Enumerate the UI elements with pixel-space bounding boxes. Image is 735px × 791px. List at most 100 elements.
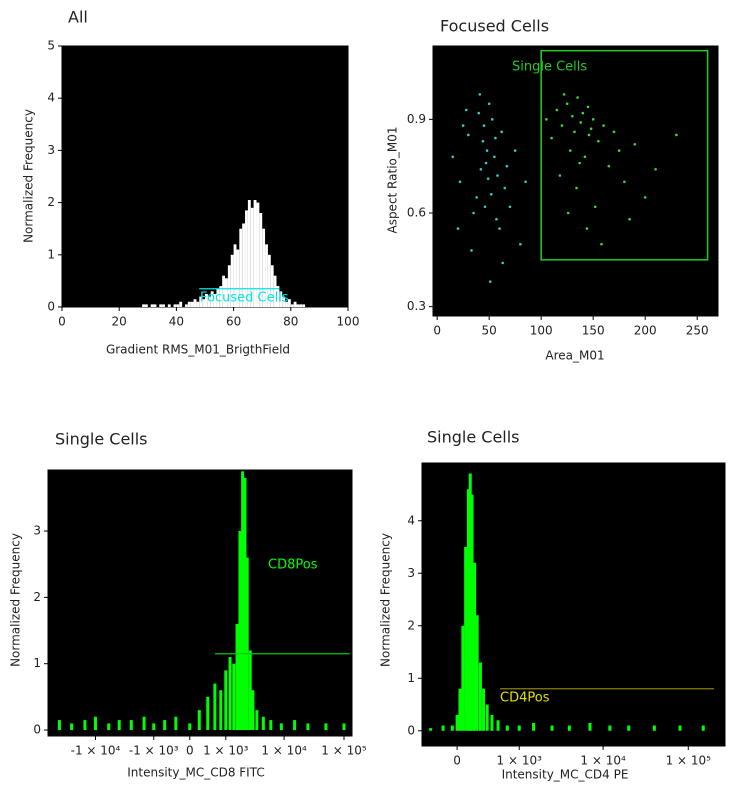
event-dot <box>484 161 488 165</box>
event-dot <box>524 180 527 184</box>
event-dot <box>472 211 475 215</box>
y-tick-label: 2 <box>33 590 41 604</box>
histogram-bar <box>279 291 283 307</box>
x-tick-label: 1 × 10⁵ <box>321 744 367 758</box>
histogram-bar <box>588 722 592 731</box>
histogram-bar <box>238 531 242 731</box>
event-dot <box>500 130 503 134</box>
event-dot <box>495 217 498 221</box>
event-dot <box>562 93 566 96</box>
histogram-bar <box>202 299 205 307</box>
x-tick-label: 1 × 10⁴ <box>261 744 307 758</box>
y-axis-label: Normalized Frequency <box>9 533 23 667</box>
event-dot <box>607 164 611 168</box>
histogram-bar <box>285 301 288 307</box>
event-dot <box>485 149 489 152</box>
x-tick-label: 150 <box>582 324 605 338</box>
x-tick-label: 200 <box>634 324 657 338</box>
histogram-bar <box>251 690 255 731</box>
x-tick-label: 100 <box>337 315 360 329</box>
event-dot <box>571 114 574 118</box>
histogram-bar <box>256 202 260 307</box>
histogram-bar <box>496 720 500 731</box>
histogram-bar <box>230 254 234 307</box>
event-dot <box>612 130 616 134</box>
event-dot <box>617 149 621 152</box>
histogram-bar <box>173 304 177 307</box>
event-dot <box>623 180 626 184</box>
event-dot <box>481 139 485 143</box>
gate-label: Focused Cells <box>200 291 289 306</box>
x-axis-label: Intensity_MC_CD4 PE <box>502 768 629 782</box>
y-tick-label: 0 <box>33 723 41 737</box>
histogram-bar <box>299 304 303 307</box>
histogram-bar <box>267 254 271 307</box>
histogram-bar <box>261 716 265 731</box>
y-tick-label: 3 <box>33 524 41 538</box>
histogram-bar <box>517 725 521 731</box>
y-tick-label: 2 <box>407 618 415 632</box>
histogram-bar <box>153 304 157 307</box>
chart-title: Focused Cells <box>440 17 549 36</box>
plot-area <box>47 469 353 737</box>
histogram-bar <box>93 716 97 731</box>
event-dot <box>519 242 522 246</box>
histogram-bar <box>259 213 263 307</box>
x-tick-label: 250 <box>686 324 709 338</box>
histogram-bar <box>250 207 254 307</box>
x-tick-label: 40 <box>169 315 184 329</box>
histogram-bar <box>163 720 167 731</box>
histogram-bar <box>441 725 445 731</box>
histogram-bar <box>245 557 249 731</box>
histogram-bar <box>224 670 228 731</box>
histogram-bar <box>458 688 462 731</box>
y-axis-label: Normalized Frequency <box>379 533 393 667</box>
histogram-bar <box>247 199 251 307</box>
event-dot <box>628 217 631 221</box>
event-dot <box>479 167 483 171</box>
event-dot <box>487 102 491 106</box>
histogram-bar <box>152 723 156 731</box>
event-dot <box>585 227 589 230</box>
histogram-bar <box>342 723 346 731</box>
event-dot <box>602 124 605 127</box>
event-dot <box>464 108 468 112</box>
histogram-bar <box>270 265 274 307</box>
histogram-bar <box>236 249 240 307</box>
histogram-bar <box>302 304 306 307</box>
x-tick-label: 60 <box>226 315 241 329</box>
event-dot <box>490 118 494 121</box>
event-dot <box>555 108 559 112</box>
event-dot <box>589 127 593 131</box>
histogram-bar <box>470 494 474 731</box>
x-axis-label: Intensity_MC_CD8 FITC <box>127 766 264 780</box>
event-dot <box>488 280 492 283</box>
event-dot <box>505 164 509 168</box>
histogram-bar <box>179 301 183 307</box>
y-tick-label: 0 <box>407 723 415 737</box>
event-dot <box>456 227 460 230</box>
histogram-bar <box>290 304 294 307</box>
histogram-bar <box>232 663 236 731</box>
chart-title: Single Cells <box>427 428 520 447</box>
event-dot <box>501 261 504 265</box>
event-dot <box>461 124 465 127</box>
histogram-bar <box>485 704 489 731</box>
histogram-bar <box>429 728 433 731</box>
histogram-bar <box>296 304 300 307</box>
histogram-bar <box>107 723 111 731</box>
histogram-bar <box>210 291 214 307</box>
gate-region <box>540 49 709 261</box>
event-dot <box>503 186 507 190</box>
histogram-bar <box>117 720 121 731</box>
event-dot <box>493 155 496 159</box>
histogram-bar <box>262 228 266 307</box>
x-tick-label: 0 <box>433 324 441 338</box>
x-axis-label: Gradient RMS_M01_BrigthField <box>106 343 290 357</box>
event-dot <box>478 93 482 96</box>
histogram-bar <box>225 278 228 307</box>
event-dot <box>633 143 637 146</box>
histogram-bar <box>197 710 201 731</box>
histogram-bar <box>473 562 477 731</box>
y-axis-label: Aspect Ratio_M01 <box>386 126 400 233</box>
